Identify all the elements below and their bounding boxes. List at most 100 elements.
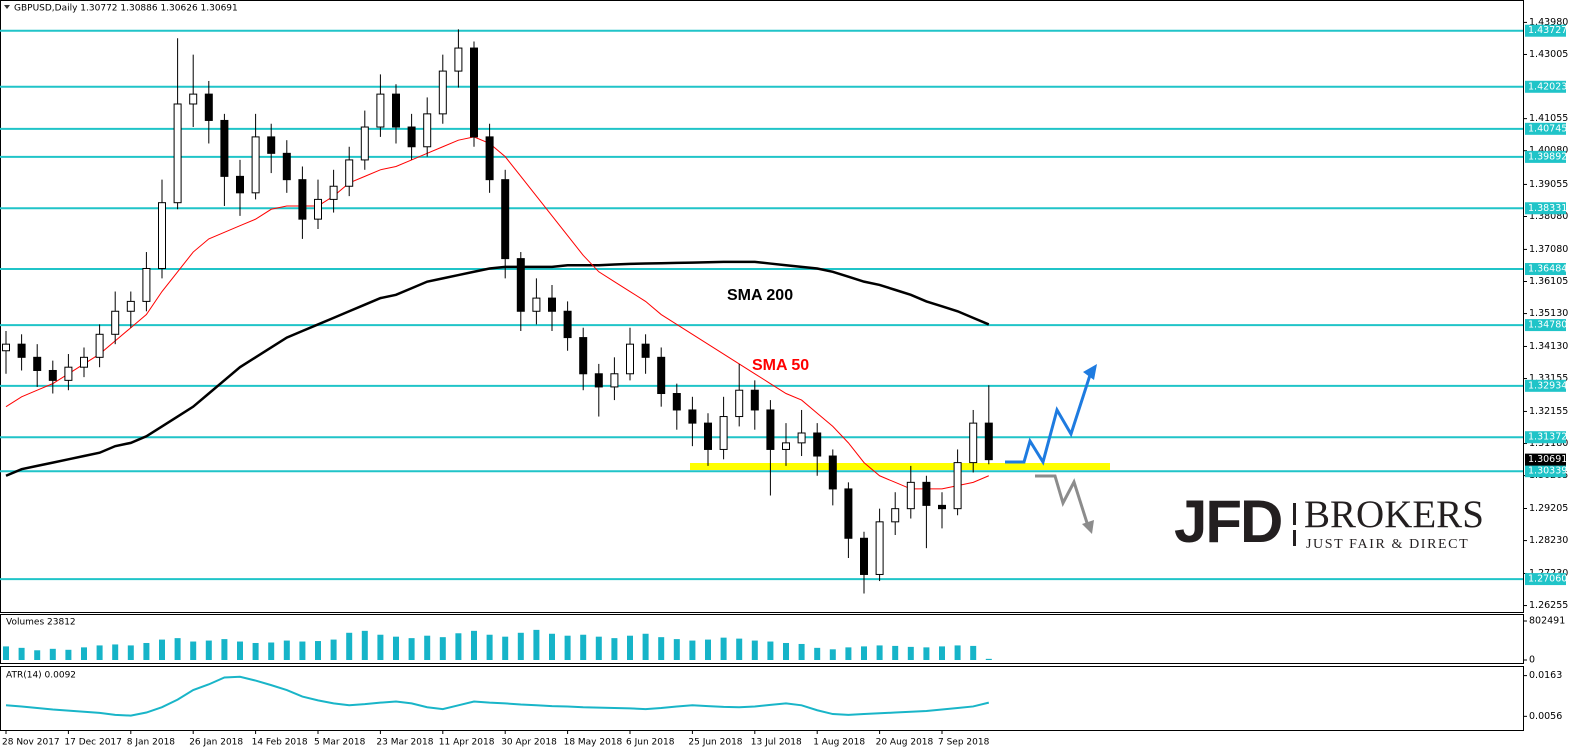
level-label: 1.34780 bbox=[1528, 320, 1567, 331]
y-tick-label: 1.36105 bbox=[1529, 276, 1568, 287]
moving-average-line bbox=[5, 260, 990, 477]
level-label: 1.38331 bbox=[1528, 203, 1567, 214]
x-tick-label: 6 Jun 2018 bbox=[626, 738, 675, 748]
volume-title: Volumes 23812 bbox=[6, 618, 76, 628]
candle-body bbox=[438, 70, 447, 115]
volume-bar bbox=[907, 646, 914, 660]
candle-body bbox=[360, 126, 369, 161]
volume-bar bbox=[346, 632, 353, 660]
x-tick-label: 23 Mar 2018 bbox=[376, 738, 433, 748]
candle-body bbox=[984, 422, 993, 461]
logo-name: JFD bbox=[1174, 488, 1281, 555]
candle-body bbox=[95, 333, 104, 358]
volume-bar bbox=[377, 634, 384, 660]
volume-bar bbox=[751, 640, 758, 660]
volume-bar bbox=[876, 645, 883, 660]
volume-bar bbox=[96, 645, 103, 660]
level-label-box bbox=[1525, 263, 1566, 276]
volume-bar bbox=[689, 640, 696, 660]
candle-body bbox=[454, 47, 463, 72]
candle-body bbox=[719, 416, 728, 450]
candle-body bbox=[860, 537, 868, 575]
level-label: 1.31372 bbox=[1528, 432, 1567, 443]
volume-bar bbox=[190, 641, 197, 660]
volume-bar bbox=[174, 638, 181, 660]
volume-bar bbox=[736, 638, 743, 660]
level-label: 1.32934 bbox=[1528, 380, 1567, 391]
volume-bar bbox=[642, 633, 649, 660]
volume-bar bbox=[720, 637, 727, 660]
y-tick-label: 0.0056 bbox=[1529, 711, 1562, 722]
volume-bar bbox=[408, 638, 415, 660]
level-label: 1.30339 bbox=[1528, 466, 1567, 477]
candle-body bbox=[282, 152, 291, 181]
volume-bar bbox=[533, 629, 540, 660]
candle-body bbox=[126, 300, 135, 312]
title-icon bbox=[4, 5, 10, 9]
volume-bar bbox=[34, 650, 41, 660]
y-tick-label: 1.41055 bbox=[1529, 113, 1568, 124]
volume-bar bbox=[814, 647, 821, 660]
candle-body bbox=[158, 202, 166, 269]
y-tick-label: 1.31180 bbox=[1529, 438, 1568, 449]
volume-bar bbox=[221, 639, 228, 660]
candle-body bbox=[844, 488, 853, 539]
candle-body bbox=[766, 409, 775, 450]
volume-bar bbox=[205, 640, 212, 660]
level-label: 1.27060 bbox=[1528, 574, 1567, 585]
y-tick-label: 0.0163 bbox=[1529, 670, 1562, 681]
candle-body bbox=[251, 136, 260, 194]
candle-body bbox=[189, 93, 198, 105]
panel-frame bbox=[0, 614, 1524, 664]
logo-divider bbox=[1293, 503, 1296, 525]
logo-tagline: JUST FAIR & DIRECT bbox=[1306, 537, 1469, 552]
x-tick-label: 8 Jan 2018 bbox=[127, 738, 175, 748]
marks-layer: 1.43980 1.43005 1.41055 1.40080 1.39055 1.380… bbox=[0, 0, 1568, 748]
candle-body bbox=[782, 442, 790, 450]
arrow-head bbox=[1083, 364, 1097, 380]
series-label: SMA 50 bbox=[752, 357, 809, 374]
volume-bar bbox=[486, 634, 493, 660]
arrow-head bbox=[1082, 520, 1094, 534]
candle-body bbox=[516, 258, 525, 312]
volume-bar bbox=[49, 648, 56, 660]
support-zone bbox=[690, 463, 1110, 470]
candle-body bbox=[64, 366, 73, 381]
candle-body bbox=[423, 113, 432, 148]
volume-bar bbox=[471, 630, 477, 660]
level-label-box bbox=[1525, 573, 1566, 586]
candle-body bbox=[267, 136, 276, 154]
y-tick-label: 1.40080 bbox=[1529, 145, 1568, 156]
candle-body bbox=[594, 373, 603, 388]
candle-body bbox=[828, 455, 837, 490]
panel-frame bbox=[0, 666, 1524, 731]
volume-bar bbox=[439, 637, 446, 660]
chart-title: GBPUSD,Daily 1.30772 1.30886 1.30626 1.3… bbox=[14, 4, 238, 14]
candle-body bbox=[329, 185, 338, 200]
candle-body bbox=[142, 267, 151, 302]
candle-body bbox=[906, 481, 915, 510]
level-label-box bbox=[1525, 319, 1566, 332]
volume-bar bbox=[798, 643, 805, 660]
volume-bar bbox=[3, 646, 9, 660]
candle-body bbox=[470, 47, 478, 138]
candle-body bbox=[797, 432, 806, 444]
level-label: 1.42023 bbox=[1528, 81, 1567, 92]
y-tick-label: 1.35130 bbox=[1529, 308, 1568, 319]
volume-bar bbox=[658, 637, 665, 660]
level-label-box bbox=[1525, 431, 1566, 444]
volume-bar bbox=[595, 636, 602, 660]
y-tick-label: 1.39055 bbox=[1529, 179, 1568, 190]
x-tick-label: 25 Jun 2018 bbox=[688, 738, 742, 748]
candle-body bbox=[750, 389, 759, 411]
level-label: 1.43727 bbox=[1528, 25, 1567, 36]
series-label: SMA 200 bbox=[727, 287, 793, 304]
logo-word: BROKERS bbox=[1304, 493, 1484, 536]
x-tick-label: 14 Feb 2018 bbox=[252, 738, 308, 748]
level-label: 1.36484 bbox=[1528, 264, 1567, 275]
candle-body bbox=[376, 93, 385, 128]
candle-body bbox=[111, 310, 120, 335]
candle-body bbox=[33, 356, 42, 371]
volume-bar bbox=[892, 645, 899, 660]
